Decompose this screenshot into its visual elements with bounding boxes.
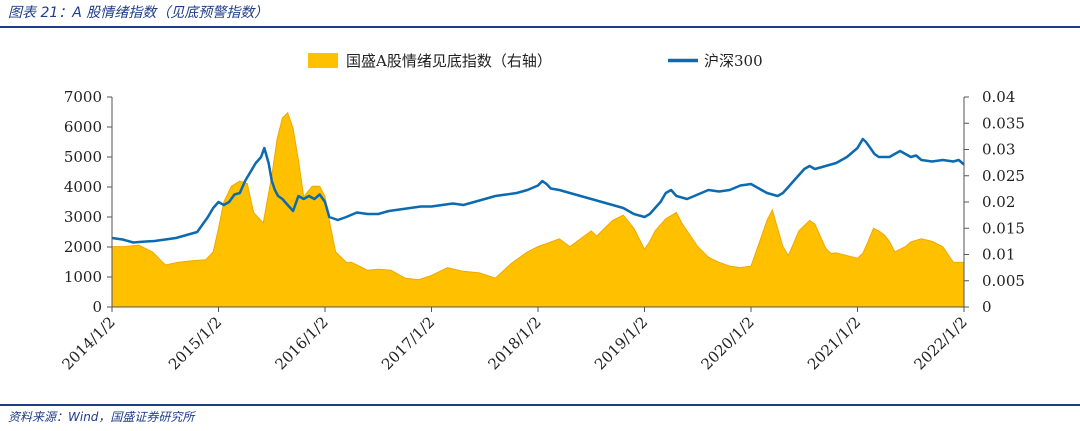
right-tick-label: 0.02	[982, 193, 1015, 211]
x-tick-label: 2017/1/2	[378, 313, 438, 373]
legend-label-line: 沪深300	[704, 52, 763, 70]
legend: 国盛A股情绪见底指数（右轴） 沪深300	[308, 52, 763, 70]
left-tick-label: 5000	[64, 148, 102, 166]
left-tick-label: 6000	[64, 118, 102, 136]
x-tick-label: 2018/1/2	[484, 313, 544, 373]
x-tick-label: 2016/1/2	[271, 313, 331, 373]
x-tick-label: 2019/1/2	[591, 313, 651, 373]
right-tick-label: 0.03	[982, 141, 1015, 159]
x-tick-label: 2015/1/2	[165, 313, 225, 373]
left-tick-label: 0	[92, 298, 102, 316]
left-tick-label: 7000	[64, 88, 102, 106]
source-rule	[0, 404, 1080, 406]
plot-area: 0 1000 2000 3000 4000 5000 6000 7000 0 0.005 0.01 0…	[58, 88, 1024, 373]
x-tick-label: 2014/1/2	[58, 313, 118, 373]
figure-title: 图表 21：A 股情绪指数（见底预警指数）	[8, 5, 269, 21]
x-tick-label: 2020/1/2	[697, 313, 757, 373]
right-tick-label: 0.035	[982, 114, 1025, 132]
source-note: 资料来源：Wind，国盛证券研究所	[8, 410, 195, 424]
right-tick-label: 0.04	[982, 88, 1015, 106]
left-tick-label: 3000	[64, 208, 102, 226]
series-area-sentiment	[111, 111, 965, 308]
chart: 国盛A股情绪见底指数（右轴） 沪深300 0 1000 2000 3000 4000 50…	[58, 52, 1024, 373]
title-rule	[0, 26, 1080, 28]
left-tick-label: 2000	[64, 238, 102, 256]
x-tick-label: 2021/1/2	[804, 313, 864, 373]
right-tick-label: 0.01	[982, 246, 1015, 264]
right-tick-label: 0.005	[982, 272, 1025, 290]
series-line-hs300	[111, 137, 965, 244]
right-tick-label: 0.025	[982, 167, 1025, 185]
legend-label-area: 国盛A股情绪见底指数（右轴）	[346, 52, 552, 70]
right-tick-label: 0.015	[982, 219, 1025, 237]
right-tick-label: 0	[982, 298, 992, 316]
left-tick-label: 4000	[64, 178, 102, 196]
left-tick-label: 1000	[64, 268, 102, 286]
x-tick-label: 2022/1/2	[910, 313, 970, 373]
legend-swatch-area	[308, 53, 338, 68]
